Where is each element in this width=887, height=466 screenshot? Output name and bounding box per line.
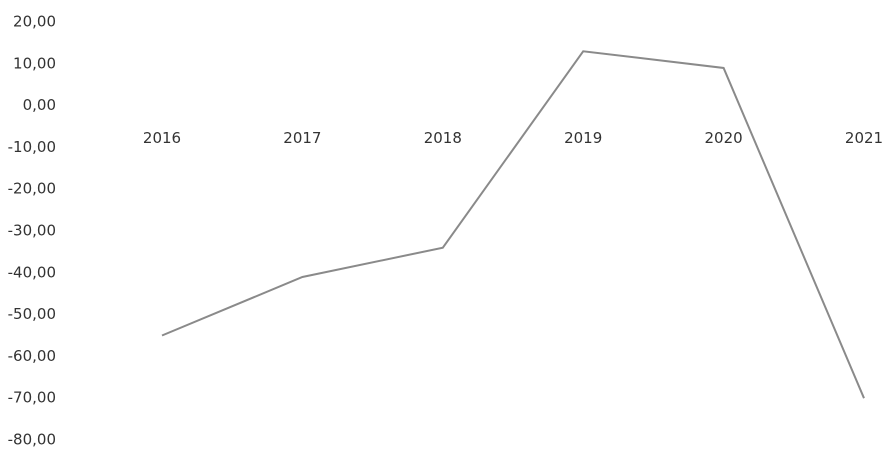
- y-tick-label: -20,00: [8, 180, 56, 198]
- y-tick-label: 10,00: [13, 54, 56, 72]
- y-tick-label: -60,00: [8, 347, 56, 365]
- line: [161, 50, 865, 399]
- y-tick-label: 20,00: [13, 13, 56, 31]
- y-tick-label: -30,00: [8, 222, 56, 240]
- y-tick-label: -50,00: [8, 305, 56, 323]
- x-tick-label: 2017: [283, 129, 321, 147]
- x-tick-label: 2021: [845, 129, 883, 147]
- x-tick-label: 2019: [564, 129, 602, 147]
- y-tick-label: 0,00: [23, 96, 56, 114]
- y-tick-label: -40,00: [8, 263, 56, 281]
- y-tick-label: -80,00: [8, 431, 56, 449]
- y-tick-label: -70,00: [8, 389, 56, 407]
- y-tick-label: -10,00: [8, 138, 56, 156]
- x-tick-label: 2020: [705, 129, 743, 147]
- x-tick-label: 2016: [143, 129, 181, 147]
- x-tick-label: 2018: [424, 129, 462, 147]
